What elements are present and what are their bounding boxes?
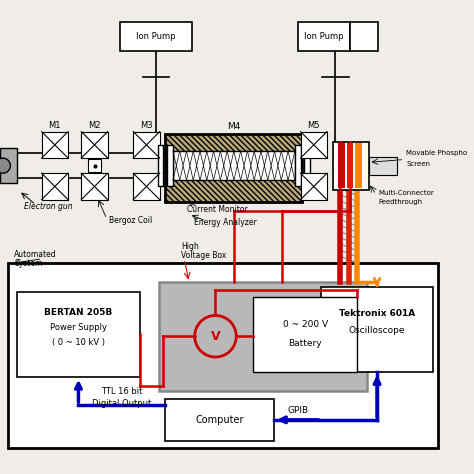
Bar [81,132,108,158]
Bar [301,173,327,200]
Bar [17,292,140,377]
Bar [88,159,101,172]
Bar [253,297,357,372]
Bar [321,287,433,372]
Text: Screen: Screen [406,161,430,167]
Bar [167,146,173,186]
Text: Ion Pump: Ion Pump [304,32,344,41]
Bar [301,132,327,158]
Text: High: High [182,242,199,251]
Text: System: System [14,259,43,268]
Text: Bergoz Coil: Bergoz Coil [109,217,152,226]
Text: Electron gun: Electron gun [24,202,72,211]
Bar [369,157,397,174]
Text: M5: M5 [308,121,320,130]
Text: Feedthrough: Feedthrough [378,199,422,205]
Bar [133,173,160,200]
Text: TTL 16 bit: TTL 16 bit [101,387,143,396]
Text: Power Supply: Power Supply [50,323,107,332]
Bar [42,173,68,200]
Text: M1: M1 [48,121,61,130]
Bar [0,148,17,183]
Text: Multi-Connector: Multi-Connector [378,190,434,196]
Text: Oscilloscope: Oscilloscope [349,326,405,335]
Text: Ion Pump: Ion Pump [136,32,176,41]
Bar [165,134,302,202]
Text: Battery: Battery [289,339,322,348]
Bar [81,173,108,200]
Text: Energy Analyzer: Energy Analyzer [193,219,256,228]
Circle shape [0,158,10,173]
Bar [42,132,68,158]
Text: 0 ~ 200 V: 0 ~ 200 V [283,320,328,329]
Bar [133,132,160,158]
Bar [120,22,192,51]
Bar [165,399,274,441]
Text: ( 0 ~ 10 kV ): ( 0 ~ 10 kV ) [52,338,105,347]
Bar [304,146,310,186]
Text: Current Monitor: Current Monitor [187,205,248,214]
Text: Movable Phospho: Movable Phospho [406,150,467,156]
Text: GPIB: GPIB [287,406,308,415]
Bar [350,22,378,51]
Bar [173,151,295,180]
Bar [159,283,367,391]
Text: M3: M3 [140,121,153,130]
Text: Automated: Automated [14,249,57,258]
Text: M2: M2 [88,121,101,130]
Text: M4: M4 [227,122,241,131]
Bar [338,144,345,188]
Text: BERTAN 205B: BERTAN 205B [44,308,112,317]
Bar [295,146,301,186]
Bar [8,264,438,448]
Bar [158,146,164,186]
Text: Computer: Computer [195,415,244,425]
Text: V: V [210,330,220,343]
Bar [356,144,362,188]
Text: Voltage Box: Voltage Box [182,251,227,260]
Text: Tektronix 601A: Tektronix 601A [339,309,415,318]
Text: Digital Output: Digital Output [92,399,152,408]
Bar [347,144,354,188]
Bar [333,142,369,190]
Bar [298,22,350,51]
